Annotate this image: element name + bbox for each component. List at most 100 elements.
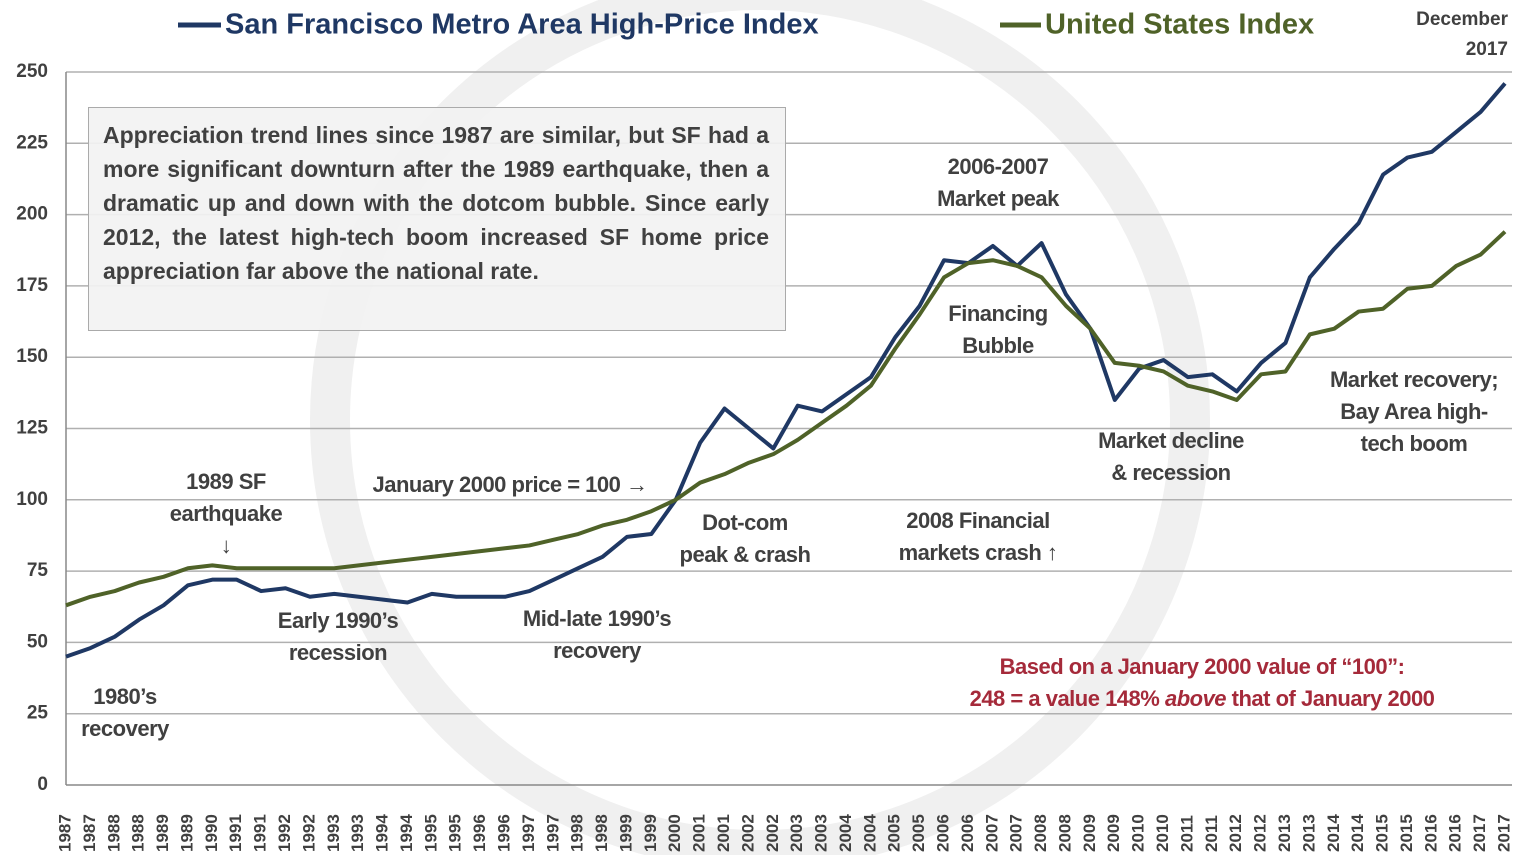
x-tick-label: 2009 [1104,814,1123,852]
x-tick-label: 2013 [1275,814,1294,852]
y-tick-label: 250 [16,61,48,82]
x-tick-label: 2011 [1202,815,1221,852]
x-tick-label: 2005 [909,814,928,852]
x-tick-label: 1988 [129,814,148,852]
x-tick-label: 1988 [104,814,123,852]
annotation: markets crash ↑ [899,540,1058,565]
annotation: 2008 Financial [906,508,1049,533]
y-tick-label: 200 [16,204,48,225]
corner-label: 2017 [1466,39,1508,60]
x-tick-label: 2004 [836,814,855,852]
annotation: tech boom [1361,431,1468,456]
x-tick-label: 2003 [812,814,831,852]
x-tick-label: 1999 [616,814,635,852]
x-tick-label: 2014 [1324,814,1343,852]
x-tick-label: 2007 [1007,814,1026,852]
annotation: Financing [948,301,1047,326]
y-tick-label: 150 [16,346,48,367]
x-tick-label: 2008 [1031,814,1050,852]
x-tick-label: 1997 [543,814,562,852]
annotation: ↓ [221,533,232,558]
y-tick-label: 125 [16,418,48,439]
annotation: Mid-late 1990’s [523,606,671,631]
x-tick-label: 1993 [348,814,367,852]
annotation: recovery [81,716,170,741]
x-tick-label: 2007 [982,814,1001,852]
legend-label: San Francisco Metro Area High-Price Inde… [225,9,819,41]
legend-label: United States Index [1045,9,1314,41]
annotation: 2006-2007 [948,154,1049,179]
note-part: 248 = a value 148% [970,686,1165,711]
x-tick-label: 2017 [1494,814,1513,852]
annotation: & recession [1111,460,1230,485]
x-tick-label: 2010 [1153,814,1172,852]
x-tick-label: 2006 [934,814,953,852]
corner-label: December [1416,9,1508,30]
x-tick-label: 1989 [153,814,172,852]
x-tick-label: 1990 [202,814,221,852]
x-tick-label: 2012 [1251,814,1270,852]
x-tick-label: 2002 [763,814,782,852]
x-tick-label: 2003 [787,814,806,852]
y-tick-label: 75 [27,560,49,581]
note-emphasis: above [1165,686,1226,711]
annotation: Market peak [937,186,1060,211]
x-tick-label: 2001 [690,814,709,852]
x-tick-label: 1993 [324,814,343,852]
x-tick-label: 2005 [885,814,904,852]
annotation: earthquake [170,501,283,526]
annotation: Bay Area high- [1340,399,1488,424]
x-tick-label: 1994 [373,814,392,852]
x-tick-label: 1995 [446,814,465,852]
x-tick-label: 1991 [251,814,270,852]
x-tick-label: 2014 [1348,814,1367,852]
annotation: recovery [553,638,642,663]
annotation: 1980’s [93,684,157,709]
x-tick-label: 1987 [80,814,99,852]
x-tick-label: 2010 [1129,814,1148,852]
annotation: recession [289,640,387,665]
x-tick-label: 2017 [1470,814,1489,852]
x-tick-label: 1992 [275,814,294,852]
x-tick-label: 2000 [665,814,684,852]
annotation: Market recovery; [1330,367,1498,392]
annotation: Early 1990’s [278,608,399,633]
x-tick-label: 1991 [226,814,245,852]
x-tick-label: 2012 [1226,814,1245,852]
series-line [65,82,1507,659]
description-box: Appreciation trend lines since 1987 are … [88,107,786,331]
x-tick-label: 1987 [55,814,74,852]
note-part: that of January 2000 [1226,686,1435,711]
x-tick-label: 1994 [397,814,416,852]
x-tick-label: 1998 [568,814,587,852]
x-tick-label: 2016 [1446,814,1465,852]
x-tick-label: 2004 [860,814,879,852]
x-tick-label: 1995 [421,814,440,852]
x-tick-label: 1989 [177,814,196,852]
x-tick-label: 2001 [714,814,733,852]
x-tick-label: 2002 [738,814,757,852]
series-line [65,230,1507,608]
watermark [310,0,1210,855]
annotation: Bubble [962,333,1034,358]
x-tick-label: 2015 [1373,814,1392,852]
x-tick-label: 1997 [519,814,538,852]
x-tick-label: 2011 [1177,815,1196,852]
y-tick-label: 225 [16,132,48,153]
annotation: Dot-com [702,510,788,535]
x-tick-label: 2016 [1421,814,1440,852]
y-tick-label: 0 [37,774,48,795]
annotation: 1989 SF [186,469,266,494]
note: 248 = a value 148% above that of January… [970,686,1435,711]
annotation: peak & crash [680,542,811,567]
y-tick-label: 50 [27,631,48,652]
x-tick-label: 1996 [495,814,514,852]
x-tick-label: 1999 [641,814,660,852]
x-tick-label: 2006 [958,814,977,852]
x-tick-label: 2008 [1055,814,1074,852]
x-tick-label: 2015 [1397,814,1416,852]
note: Based on a January 2000 value of “100”: [1000,654,1405,679]
x-tick-label: 1992 [299,814,318,852]
